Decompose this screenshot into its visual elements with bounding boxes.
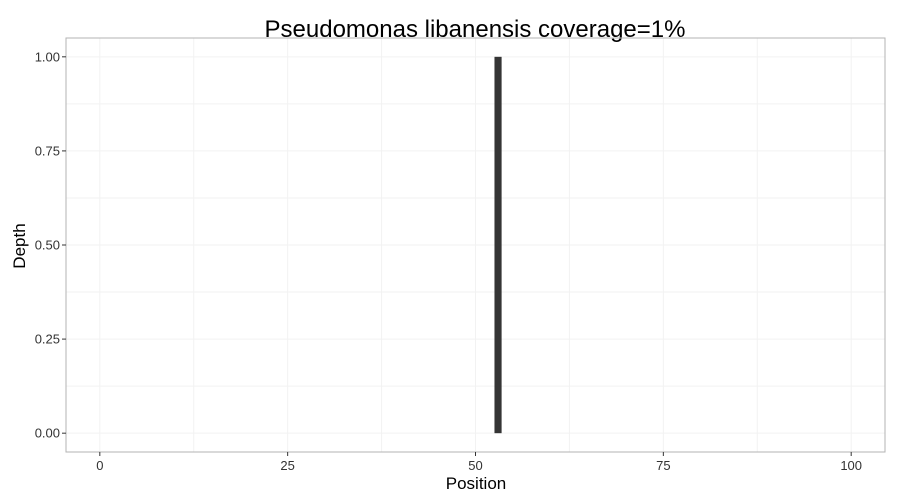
y-tick-label: 0.50	[35, 238, 60, 253]
x-tick-label: 100	[840, 458, 862, 473]
y-tick-label: 0.00	[35, 426, 60, 441]
bars-layer	[494, 56, 502, 434]
y-tick-label: 1.00	[35, 49, 60, 64]
x-axis-title: Position	[446, 474, 506, 493]
y-tick-label: 0.75	[35, 143, 60, 158]
x-tick-label: 0	[96, 458, 103, 473]
y-axis-title: Depth	[10, 223, 29, 268]
x-tick-label: 50	[468, 458, 482, 473]
x-tick-label: 75	[656, 458, 670, 473]
coverage-bar	[494, 56, 502, 434]
x-tick-label: 25	[280, 458, 294, 473]
x-axis: 0 25 50 75 100	[96, 452, 862, 473]
grid-lines	[66, 38, 885, 452]
y-axis: 0.00 0.25 0.50 0.75 1.00	[35, 49, 66, 441]
y-tick-label: 0.25	[35, 332, 60, 347]
